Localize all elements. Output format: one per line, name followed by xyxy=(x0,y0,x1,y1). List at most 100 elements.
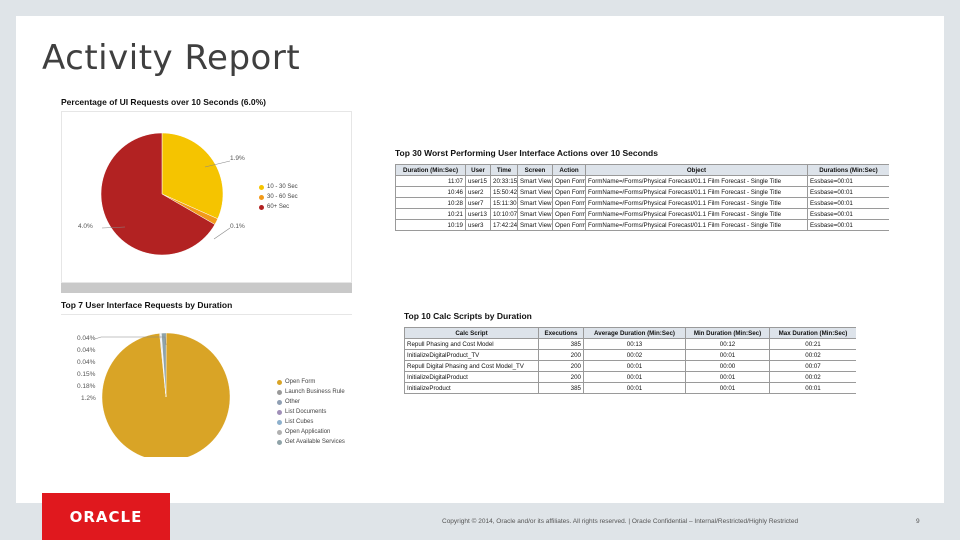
pie1-leader-line xyxy=(204,160,231,168)
table-cell: FormName=/Forms/Physical Forecast/01.1 F… xyxy=(585,219,808,231)
column-header[interactable]: Screen xyxy=(517,164,553,176)
table-cell: 00:13 xyxy=(583,338,686,350)
pie2-slice-6 xyxy=(161,332,167,398)
table-cell: Open Form xyxy=(552,197,586,209)
table-cell: user13 xyxy=(465,208,491,220)
worst-actions-scroll[interactable]: Duration (Min:Sec) User Time Screen Action Ob… xyxy=(395,164,889,234)
table-cell: 11:07 xyxy=(395,175,466,187)
pie2-data-label: 0.04% xyxy=(77,347,96,354)
column-header[interactable]: Average Duration (Min:Sec) xyxy=(583,327,686,339)
table-cell: 00:07 xyxy=(769,360,856,372)
calc-scripts-panel: Top 10 Calc Scripts by Duration Calc Scr… xyxy=(404,311,856,411)
table-cell: 10:21 xyxy=(395,208,466,220)
pie2-title: Top 7 User Interface Requests by Duratio… xyxy=(61,300,233,310)
top7-requests-pie-panel: Top 7 User Interface Requests by Duratio… xyxy=(61,300,352,462)
table-cell: InitializeDigitalProduct xyxy=(404,371,539,383)
column-header[interactable]: Executions xyxy=(538,327,584,339)
table-row[interactable]: 10:19 user3 17:42:24 Smart View Open Form For… xyxy=(395,219,889,231)
pie1-slice-0 xyxy=(161,132,224,220)
legend-swatch xyxy=(277,419,282,425)
legend-item: Launch Business Rule xyxy=(277,387,345,397)
column-header[interactable]: Max Duration (Min:Sec) xyxy=(769,327,856,339)
table-cell: user2 xyxy=(465,186,491,198)
table-row[interactable]: 11:07 user15 20:33:15 Smart View Open Form Fo… xyxy=(395,175,889,187)
column-header[interactable]: User xyxy=(465,164,491,176)
table-cell: InitializeProduct xyxy=(404,382,539,394)
table-row[interactable]: 10:46 user2 15:50:42 Smart View Open Form For… xyxy=(395,186,889,198)
legend-item: 10 - 30 Sec xyxy=(259,182,298,192)
table-cell: 10:28 xyxy=(395,197,466,209)
copyright-text: Copyright © 2014, Oracle and/or its affi… xyxy=(442,518,799,525)
legend-item: Other xyxy=(277,397,345,407)
table-cell: 00:00 xyxy=(685,360,770,372)
pie1-plot-area: 1.9% 0.1% 4.0% 10 - 30 Sec 30 - 60 Sec 6… xyxy=(61,111,352,283)
table-row[interactable]: Repull Digital Phasing and Cost Model_TV… xyxy=(404,360,856,372)
table-cell: Repull Digital Phasing and Cost Model_TV xyxy=(404,360,539,372)
table-cell: Smart View xyxy=(517,208,553,220)
pie1-leader-line xyxy=(213,227,231,240)
pie2-data-label: 0.04% xyxy=(77,359,96,366)
pie2-legend: Open Form Launch Business Rule Other List D… xyxy=(277,377,345,447)
table-cell: 00:21 xyxy=(769,338,856,350)
table-cell: Essbase=00:01 xyxy=(807,175,889,187)
oracle-logo: ORACLE xyxy=(42,493,170,540)
table-row[interactable]: 10:21 user13 10:10:07 Smart View Open Form Fo… xyxy=(395,208,889,220)
table-row[interactable]: InitializeProduct 385 00:01 00:01 00:01 xyxy=(404,382,856,394)
pie2-leader-line xyxy=(94,336,167,346)
legend-item: List Cubes xyxy=(277,417,345,427)
table-cell: FormName=/Forms/Physical Forecast/01.1 F… xyxy=(585,208,808,220)
column-header[interactable]: Object xyxy=(585,164,808,176)
table-cell: Smart View xyxy=(517,219,553,231)
column-header[interactable]: Duration (Min:Sec) xyxy=(395,164,466,176)
table-cell: 00:01 xyxy=(685,382,770,394)
column-header[interactable]: Action xyxy=(552,164,586,176)
pie1-slice-2 xyxy=(100,132,216,256)
table-cell: user3 xyxy=(465,219,491,231)
legend-label: List Cubes xyxy=(285,419,314,425)
pie2-data-label: 1.2% xyxy=(81,395,96,402)
table-cell: 15:11:30 xyxy=(490,197,518,209)
table-cell: 00:12 xyxy=(685,338,770,350)
table-cell: FormName=/Forms/Physical Forecast/01.1 F… xyxy=(585,197,808,209)
table-cell: Open Form xyxy=(552,208,586,220)
column-header[interactable]: Durations (Min:Sec) xyxy=(807,164,889,176)
table-cell: 385 xyxy=(538,382,584,394)
legend-swatch xyxy=(277,399,282,405)
legend-label: Other xyxy=(285,399,301,405)
table-cell: Open Form xyxy=(552,186,586,198)
legend-swatch xyxy=(259,194,264,200)
table-row[interactable]: InitializeDigitalProduct_TV 200 00:02 00:01… xyxy=(404,349,856,361)
worst-actions-table: Duration (Min:Sec) User Time Screen Action Ob… xyxy=(395,164,889,231)
legend-label: 30 - 60 Sec xyxy=(267,194,298,200)
table-cell: 00:01 xyxy=(769,382,856,394)
table-row[interactable]: InitializeDigitalProduct 200 00:01 00:01 00:… xyxy=(404,371,856,383)
legend-swatch xyxy=(277,429,282,435)
legend-item: Open Form xyxy=(277,377,345,387)
legend-label: Open Form xyxy=(285,379,316,385)
column-header[interactable]: Min Duration (Min:Sec) xyxy=(685,327,770,339)
table-row[interactable]: Repull Phasing and Cost Model 385 00:13 00:… xyxy=(404,338,856,350)
table-cell: Smart View xyxy=(517,186,553,198)
legend-label: List Documents xyxy=(285,409,327,415)
table-row[interactable]: 10:28 user7 15:11:30 Smart View Open Form For… xyxy=(395,197,889,209)
horizontal-scrollbar[interactable] xyxy=(61,283,352,293)
calc-scripts-scroll[interactable]: Calc Script Executions Average Duration (M… xyxy=(404,327,856,411)
legend-item: Get Available Services xyxy=(277,437,345,447)
column-header[interactable]: Time xyxy=(490,164,518,176)
table-cell: user7 xyxy=(465,197,491,209)
table-cell: InitializeDigitalProduct_TV xyxy=(404,349,539,361)
table-cell: 200 xyxy=(538,360,584,372)
table-cell: Essbase=00:01 xyxy=(807,197,889,209)
legend-swatch xyxy=(277,439,282,445)
table-cell: Open Form xyxy=(552,175,586,187)
legend-item: 30 - 60 Sec xyxy=(259,192,298,202)
calc-scripts-table: Calc Script Executions Average Duration (M… xyxy=(404,327,856,394)
legend-item: List Documents xyxy=(277,407,345,417)
table-cell: 10:46 xyxy=(395,186,466,198)
calc-scripts-title: Top 10 Calc Scripts by Duration xyxy=(404,311,532,321)
table-cell: Essbase=00:01 xyxy=(807,219,889,231)
column-header[interactable]: Calc Script xyxy=(404,327,539,339)
table-cell: Smart View xyxy=(517,197,553,209)
legend-label: Launch Business Rule xyxy=(285,389,345,395)
table-cell: 00:01 xyxy=(583,382,686,394)
